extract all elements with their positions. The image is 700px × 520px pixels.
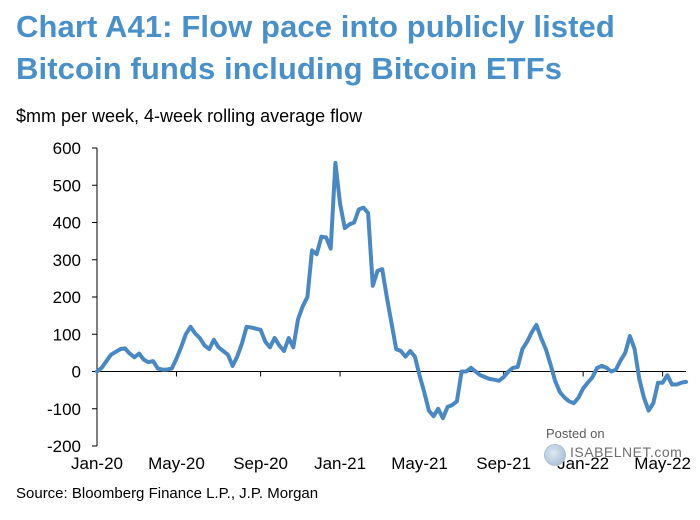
- watermark-posted-text: Posted on: [546, 426, 605, 441]
- x-tick-label: Jan-22: [557, 454, 609, 473]
- x-tick-label: May-22: [634, 454, 691, 473]
- x-tick-label: Jan-20: [71, 454, 123, 473]
- x-tick-label: Sep-21: [476, 454, 531, 473]
- globe-icon: [544, 444, 566, 466]
- y-tick-label: 600: [53, 139, 81, 158]
- y-tick-label: 500: [53, 176, 81, 195]
- source-note: Source: Bloomberg Finance L.P., J.P. Mor…: [16, 485, 319, 502]
- chart-title: Chart A41: Flow pace into publicly liste…: [16, 9, 615, 86]
- y-tick-label: 100: [53, 325, 81, 344]
- y-tick-label: 0: [72, 363, 81, 382]
- x-tick-label: May-21: [391, 454, 448, 473]
- x-tick-label: Sep-20: [233, 454, 288, 473]
- x-tick-label: May-20: [148, 454, 205, 473]
- y-tick-label: 400: [53, 214, 81, 233]
- watermark-site-text: ISABELNET.com: [570, 444, 683, 460]
- y-tick-label: -200: [47, 437, 81, 456]
- y-tick-label: 300: [53, 251, 81, 270]
- chart-series: [95, 160, 688, 421]
- y-tick-label: -100: [47, 400, 81, 419]
- watermark: Posted on ISABELNET.com: [540, 426, 690, 466]
- series-line: [95, 160, 688, 421]
- x-tick-label: Jan-21: [314, 454, 366, 473]
- y-tick-label: 200: [53, 288, 81, 307]
- chart-axes: [96, 148, 686, 446]
- y-axis-units-label: $mm per week, 4-week rolling average flo…: [16, 106, 363, 126]
